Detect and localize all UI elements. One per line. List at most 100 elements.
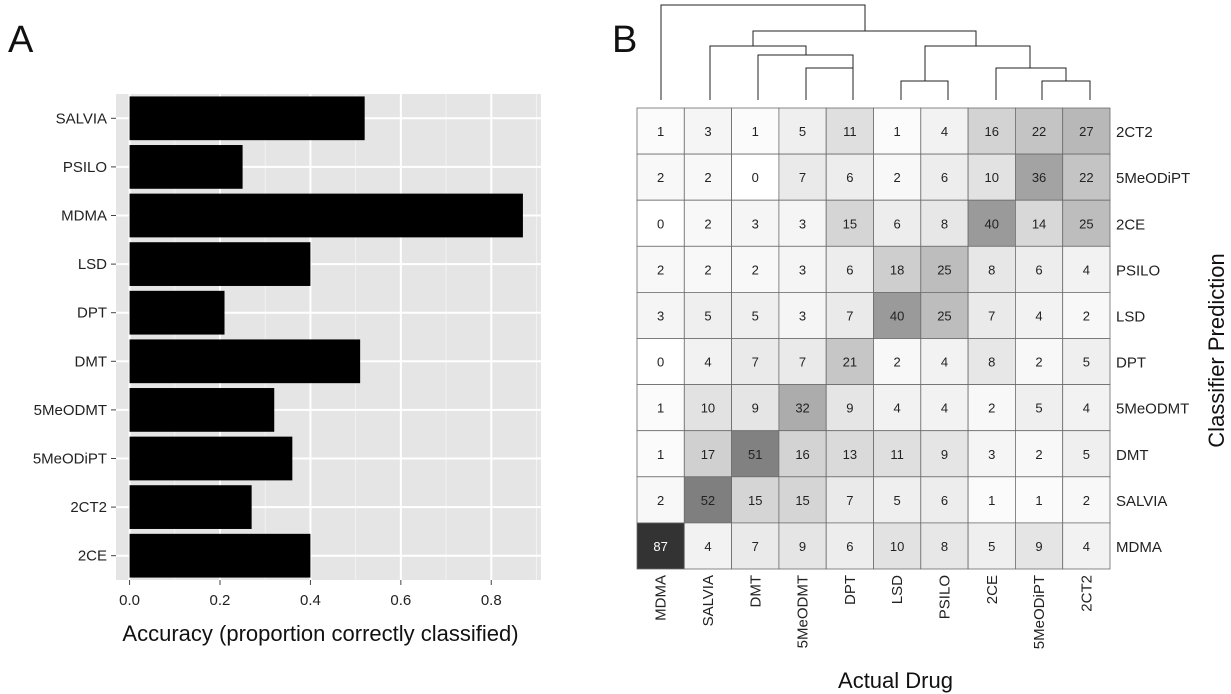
y-tick-label: LSD (78, 256, 107, 273)
cell-value: 6 (846, 170, 853, 185)
heatmap-cell (636, 430, 685, 478)
cell-value: 21 (843, 355, 857, 370)
cell-value: 25 (937, 308, 951, 323)
cell-value: 2 (1035, 447, 1042, 462)
heatmap-cell (873, 384, 922, 432)
cell-value: 16 (985, 124, 999, 139)
cell-value: 4 (1035, 308, 1042, 323)
cell-value: 4 (1083, 262, 1090, 277)
heatmap-cell (778, 245, 827, 293)
cell-value: 8 (941, 216, 948, 231)
cell-value: 7 (846, 308, 853, 323)
cell-value: 4 (1083, 539, 1090, 554)
cell-value: 15 (843, 216, 857, 231)
heatmap-cell (731, 245, 780, 293)
cell-value: 2 (704, 170, 711, 185)
heatmap-cell (636, 245, 685, 293)
heatmap-cell (873, 522, 922, 570)
cell-value: 6 (1035, 262, 1042, 277)
cell-value: 1 (988, 493, 995, 508)
cell-value: 22 (1079, 170, 1093, 185)
panel-a-letter: A (8, 19, 34, 61)
cell-value: 22 (1032, 124, 1046, 139)
cell-value: 11 (843, 124, 857, 139)
heatmap-cell (967, 199, 1016, 247)
heatmap-cell (873, 153, 922, 201)
heatmap-cell (920, 384, 969, 432)
cell-value: 5 (894, 493, 901, 508)
cell-value: 15 (748, 493, 762, 508)
cell-value: 4 (941, 401, 948, 416)
column-label: 2CT2 (1078, 575, 1095, 612)
heatmap-cell (1062, 476, 1111, 524)
heatmap-cell (1062, 153, 1111, 201)
cell-value: 40 (890, 308, 904, 323)
column-label: LSD (889, 575, 906, 604)
cell-value: 2 (657, 170, 664, 185)
row-label: 2CE (1116, 216, 1145, 233)
heatmap-cell (873, 430, 922, 478)
bar-psilo (129, 145, 243, 189)
heatmap-cell (1062, 291, 1111, 339)
cell-value: 5 (799, 124, 806, 139)
cell-value: 7 (752, 539, 759, 554)
heatmap-cell (825, 245, 874, 293)
heatmap-cell (1015, 430, 1064, 478)
row-label: MDMA (1116, 539, 1162, 556)
heatmap-cell (920, 522, 969, 570)
cell-value: 3 (799, 216, 806, 231)
y-tick-label: 2CE (78, 548, 107, 565)
heatmap-cell (1062, 199, 1111, 247)
cell-value: 10 (701, 401, 715, 416)
heatmap-cell (1062, 384, 1111, 432)
x-tick-label: 0.8 (481, 592, 502, 609)
heatmap-cell (1015, 291, 1064, 339)
heatmap-cell (778, 384, 827, 432)
heatmap-cell (873, 476, 922, 524)
heatmap-cell (636, 384, 685, 432)
heatmap-cell (967, 522, 1016, 570)
heatmap-cell (967, 107, 1016, 155)
cell-value: 5 (988, 539, 995, 554)
heatmap-cell (778, 522, 827, 570)
x-tick-label: 0.6 (390, 592, 411, 609)
heatmap-cell (636, 107, 685, 155)
heatmap-cell (683, 245, 732, 293)
heatmap-cell (1015, 476, 1064, 524)
heatmap-cell (1062, 245, 1111, 293)
heatmap-cell (778, 153, 827, 201)
dendrogram (660, 4, 1091, 100)
y-tick-label: 5MeODiPT (33, 451, 107, 468)
heatmap-cell (731, 338, 780, 385)
bar-2ct2 (129, 485, 252, 529)
heatmap-cell (778, 476, 827, 524)
cell-value: 8 (988, 355, 995, 370)
cell-value: 11 (890, 447, 904, 462)
cell-value: 7 (799, 355, 806, 370)
cell-value: 8 (941, 539, 948, 554)
cell-value: 7 (988, 308, 995, 323)
cell-value: 7 (799, 170, 806, 185)
bar-dmt (129, 339, 361, 384)
dendrogram-branches (660, 4, 1091, 100)
heatmap-cell (778, 430, 827, 478)
cell-value: 13 (843, 447, 857, 462)
cell-value: 5 (1083, 447, 1090, 462)
heatmap-cell (683, 430, 732, 478)
bar-lsd (129, 242, 311, 286)
heatmap-cell (920, 245, 969, 293)
cell-value: 17 (701, 447, 715, 462)
heatmap-cell (636, 291, 685, 339)
heatmap-cell (683, 384, 732, 432)
column-label: DPT (842, 575, 859, 605)
cell-value: 5 (752, 308, 759, 323)
heatmap-cell (920, 338, 969, 385)
bar-dpt (129, 290, 225, 335)
cell-value: 2 (752, 262, 759, 277)
cell-value: 6 (846, 262, 853, 277)
cell-value: 7 (752, 355, 759, 370)
heatmap-cell (1062, 430, 1111, 478)
column-label: 5MeODMT (795, 575, 812, 648)
cell-value: 2 (894, 355, 901, 370)
